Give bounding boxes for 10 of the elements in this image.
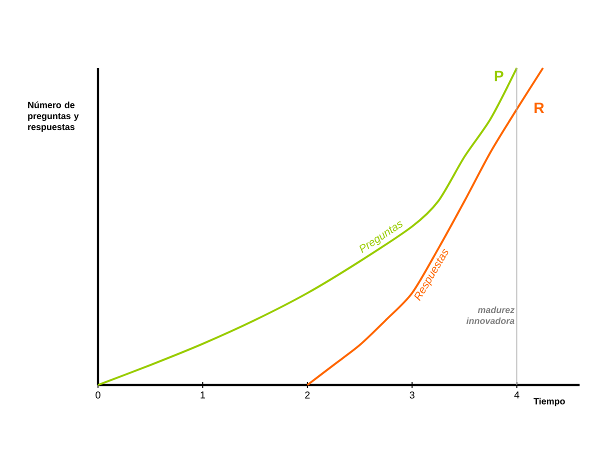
annotation: R xyxy=(534,102,544,113)
x-tick-label: 3 xyxy=(410,392,414,399)
ref-line-label: madurez innovadora xyxy=(466,306,515,324)
x-axis-title: Tiempo xyxy=(534,398,565,406)
x-tick-label: 2 xyxy=(305,392,310,398)
y-axis-title: Número de preguntas y respuestas xyxy=(28,102,79,132)
x-tick-label: 1 xyxy=(200,392,205,398)
x-tick-label: 0 xyxy=(96,392,100,399)
annotation: P xyxy=(494,70,504,82)
x-tick-label: 4 xyxy=(514,392,520,398)
